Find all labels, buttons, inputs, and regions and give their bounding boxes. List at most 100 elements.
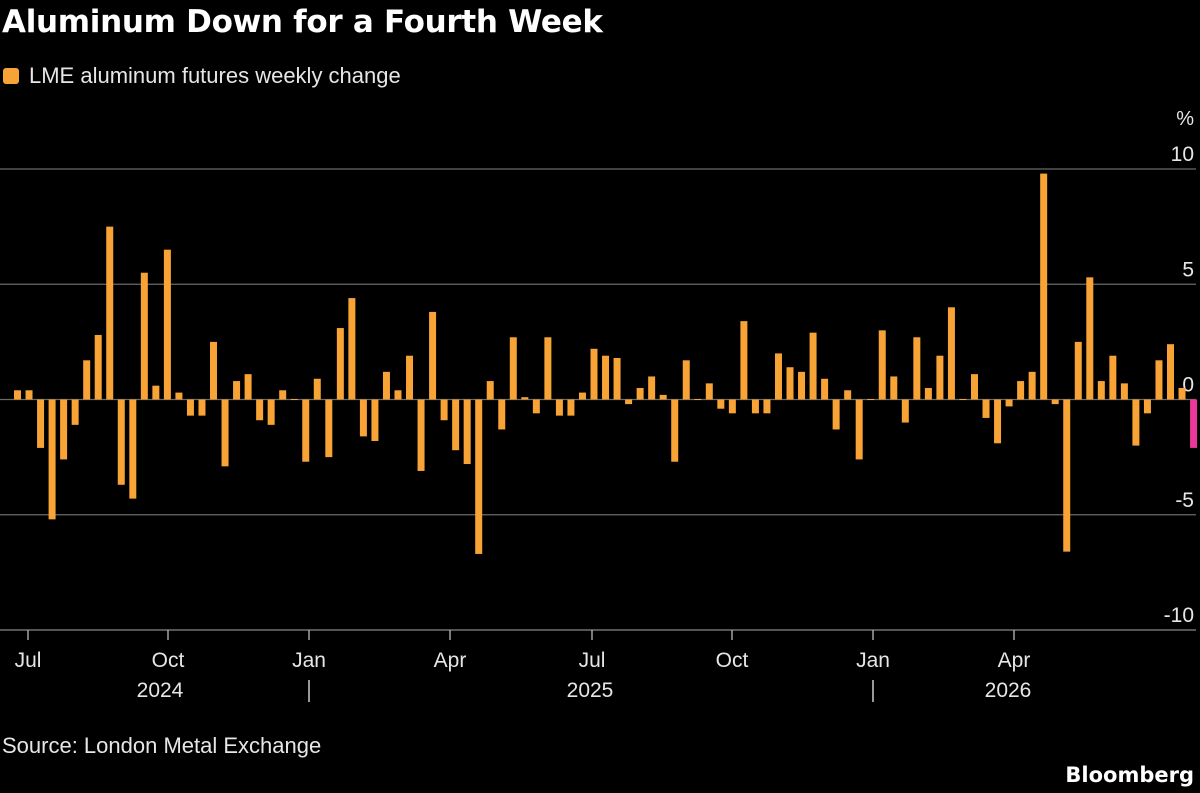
bar: [1040, 173, 1048, 400]
bar: [463, 399, 471, 465]
bar: [140, 272, 148, 400]
bar: [705, 383, 713, 400]
bar: [290, 399, 298, 400]
bar: [832, 399, 840, 430]
bar: [947, 307, 955, 400]
bar: [924, 387, 932, 400]
bar: [671, 399, 679, 462]
bar: [83, 360, 91, 400]
bar: [336, 328, 344, 400]
bar: [878, 330, 886, 400]
bar: [244, 374, 252, 400]
bar: [1005, 399, 1013, 407]
bar: [1143, 399, 1151, 414]
bar: [532, 399, 540, 414]
bar: [37, 399, 45, 448]
bar: [648, 376, 656, 400]
bar: [94, 334, 102, 400]
year-label: 2025: [567, 679, 614, 702]
bar: [567, 399, 575, 416]
x-tick-label: Oct: [716, 649, 749, 672]
bar: [48, 399, 56, 520]
year-label: 2024: [137, 679, 184, 702]
bar: [798, 371, 806, 400]
bar: [602, 355, 610, 400]
bar: [313, 378, 321, 400]
bar: [221, 399, 229, 467]
bar: [1109, 355, 1117, 400]
bar: [682, 360, 690, 400]
bar: [509, 337, 517, 400]
bar: [555, 399, 563, 416]
bar: [786, 367, 794, 400]
bar: [440, 399, 448, 421]
bar: [521, 397, 529, 400]
bar: [728, 399, 736, 414]
bar: [1155, 360, 1163, 400]
bar: [867, 399, 875, 400]
bar: [1178, 387, 1186, 400]
bar: [578, 392, 586, 400]
bar: [1051, 399, 1059, 405]
bar: [382, 371, 390, 400]
bar: [106, 226, 114, 400]
bar: [544, 337, 552, 400]
bar: [1074, 341, 1082, 400]
bar: [659, 394, 667, 400]
bar: [210, 341, 218, 400]
bar: [982, 399, 990, 418]
bar: [936, 355, 944, 400]
bar: [1097, 381, 1105, 400]
bar: [498, 399, 506, 430]
y-tick-label: 5: [1182, 258, 1194, 281]
bar: [25, 390, 33, 400]
bar: [774, 353, 782, 400]
legend-label: LME aluminum futures weekly change: [29, 63, 401, 88]
x-tick-label: Jul: [15, 649, 42, 672]
bar: [359, 399, 367, 437]
bar: [117, 399, 125, 485]
bar: [844, 390, 852, 400]
bar: [751, 399, 759, 414]
bar: [809, 332, 817, 400]
bar: [994, 399, 1002, 444]
bar: [821, 378, 829, 400]
legend: LME aluminum futures weekly change: [3, 62, 401, 90]
bar: [452, 399, 460, 451]
y-tick-label: -10: [1164, 604, 1194, 627]
bar: [163, 249, 171, 400]
bar: [1120, 383, 1128, 400]
bloomberg-logo: Bloomberg: [1065, 763, 1194, 787]
bar: [1017, 381, 1025, 400]
bar: [371, 399, 379, 441]
bar: [256, 399, 264, 421]
legend-swatch: [3, 68, 19, 84]
bar: [267, 399, 275, 425]
bar: [198, 399, 206, 416]
bar: [417, 399, 425, 471]
bar: [175, 392, 183, 400]
bar: [740, 321, 748, 400]
x-tick-label: Apr: [434, 649, 467, 672]
bar: [901, 399, 909, 423]
bar: [613, 358, 621, 400]
bar: [475, 399, 483, 554]
bar: [1190, 399, 1198, 448]
bar: [1132, 399, 1140, 446]
bar: [71, 399, 79, 425]
bar: [590, 348, 598, 400]
source-note: Source: London Metal Exchange: [2, 733, 322, 758]
x-tick-label: Jul: [579, 649, 606, 672]
chart-title: Aluminum Down for a Fourth Week: [2, 4, 603, 40]
bar: [406, 355, 414, 400]
y-unit-label: %: [1176, 108, 1194, 130]
bar: [970, 374, 978, 400]
bar: [763, 399, 771, 414]
x-tick-label: Jan: [292, 649, 326, 672]
bar: [60, 399, 68, 460]
bar: [186, 399, 194, 416]
y-tick-label: 10: [1171, 143, 1194, 166]
bar: [348, 298, 356, 400]
bar: [717, 399, 725, 409]
